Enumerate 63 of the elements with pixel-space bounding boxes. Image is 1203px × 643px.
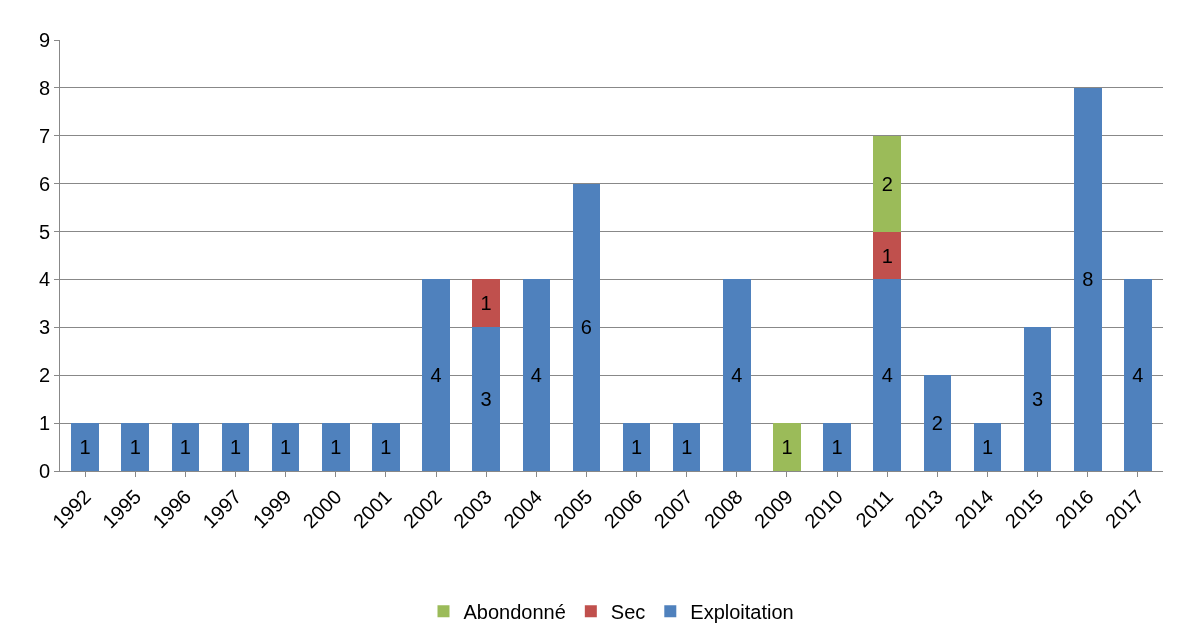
- bar: [422, 279, 450, 471]
- y-tick-label: 6: [38, 172, 50, 195]
- bar: [472, 327, 500, 471]
- bar: [372, 423, 400, 471]
- bar: [271, 423, 300, 471]
- data-label: 1: [129, 436, 141, 459]
- data-label: 2: [881, 172, 893, 195]
- y-tick-label: 0: [38, 460, 50, 482]
- bar: [221, 423, 250, 471]
- data-label: 3: [480, 388, 492, 411]
- data-label: 1: [280, 436, 292, 459]
- bar: [873, 279, 902, 471]
- data-label: 6: [580, 316, 592, 339]
- legend-label: Abondonné: [463, 600, 566, 623]
- bar: [71, 423, 99, 471]
- data-label: 2: [931, 412, 943, 435]
- bar: [622, 423, 651, 471]
- bar: [873, 135, 902, 232]
- data-label: 1: [480, 292, 492, 315]
- y-tick-label: 1: [38, 412, 50, 435]
- bar: [973, 423, 1002, 471]
- legend-label: Sec: [610, 600, 646, 623]
- bar: [672, 423, 701, 471]
- data-label: 8: [1082, 268, 1094, 291]
- bar: [121, 423, 149, 471]
- data-label: 1: [229, 436, 242, 459]
- bar: [873, 231, 902, 280]
- data-label: 4: [1132, 364, 1144, 387]
- bar: [773, 423, 801, 471]
- bar: [572, 183, 601, 471]
- data-label: 4: [530, 364, 542, 387]
- bar: [723, 279, 751, 471]
- bar: [823, 423, 851, 471]
- bar: [1023, 327, 1052, 471]
- data-label: 3: [1032, 388, 1044, 411]
- data-label: 4: [731, 364, 743, 387]
- bar: [1074, 87, 1102, 471]
- data-label: 1: [781, 436, 793, 459]
- data-label: 4: [430, 364, 442, 387]
- y-tick-label: 9: [38, 29, 50, 51]
- data-label: 1: [631, 436, 643, 459]
- bar: [321, 423, 350, 471]
- data-label: 1: [179, 436, 191, 459]
- bar: [923, 375, 952, 471]
- bar: [1124, 279, 1152, 471]
- data-label: 1: [981, 436, 994, 459]
- data-label: 1: [330, 436, 342, 459]
- y-tick-label: 4: [38, 268, 50, 291]
- y-tick-label: 5: [38, 220, 50, 243]
- data-label: 1: [881, 244, 893, 267]
- y-tick-label: 2: [38, 364, 50, 387]
- legend-label: Exploitation: [690, 600, 794, 623]
- data-label: 1: [380, 436, 392, 459]
- bar: [171, 423, 200, 471]
- data-label: 1: [681, 436, 693, 459]
- bar: [472, 279, 500, 328]
- data-label: 1: [79, 436, 91, 459]
- data-label: 1: [831, 436, 843, 459]
- bar: [522, 279, 551, 471]
- y-tick-label: 3: [38, 316, 50, 339]
- y-tick-label: 8: [38, 76, 50, 99]
- data-label: 4: [881, 364, 893, 387]
- y-tick-label: 7: [38, 124, 50, 147]
